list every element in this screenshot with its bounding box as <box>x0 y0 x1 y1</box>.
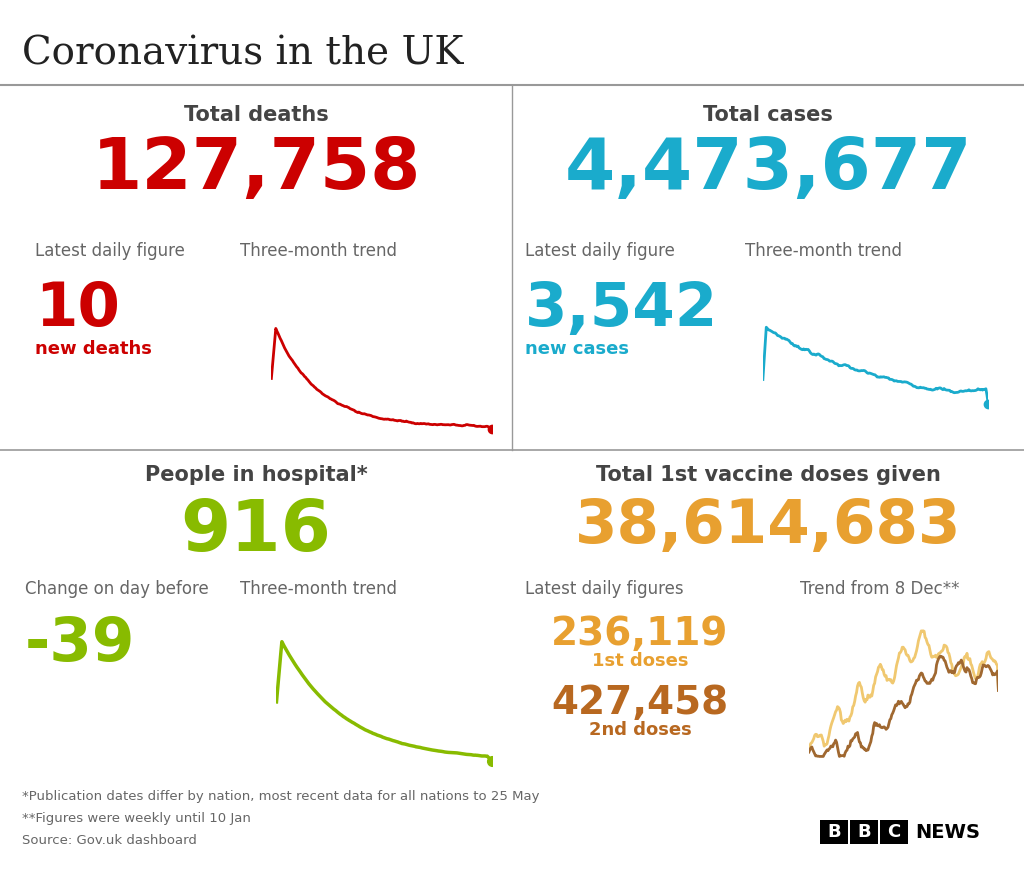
Text: 10: 10 <box>35 280 120 339</box>
FancyBboxPatch shape <box>880 820 908 844</box>
Text: Trend from 8 Dec**: Trend from 8 Dec** <box>800 580 959 598</box>
Text: 236,119: 236,119 <box>551 615 729 653</box>
Text: 127,758: 127,758 <box>91 135 421 204</box>
Text: Three-month trend: Three-month trend <box>745 242 902 260</box>
Text: **Figures were weekly until 10 Jan: **Figures were weekly until 10 Jan <box>22 812 251 825</box>
Text: C: C <box>888 823 901 841</box>
Text: Total 1st vaccine doses given: Total 1st vaccine doses given <box>596 465 940 485</box>
Text: 2nd doses: 2nd doses <box>589 721 691 739</box>
Text: 38,614,683: 38,614,683 <box>574 497 962 556</box>
Text: Total deaths: Total deaths <box>183 105 329 125</box>
Text: Latest daily figure: Latest daily figure <box>35 242 185 260</box>
Text: Coronavirus in the UK: Coronavirus in the UK <box>22 35 464 72</box>
Text: 4,473,677: 4,473,677 <box>564 135 972 204</box>
Text: Three-month trend: Three-month trend <box>240 580 397 598</box>
Text: new deaths: new deaths <box>35 340 152 358</box>
Text: *Publication dates differ by nation, most recent data for all nations to 25 May: *Publication dates differ by nation, mos… <box>22 790 540 803</box>
Text: new cases: new cases <box>525 340 629 358</box>
Text: Source: Gov.uk dashboard: Source: Gov.uk dashboard <box>22 834 197 847</box>
Text: B: B <box>857 823 870 841</box>
Text: Latest daily figures: Latest daily figures <box>525 580 684 598</box>
Text: Change on day before: Change on day before <box>25 580 209 598</box>
Text: B: B <box>827 823 841 841</box>
FancyBboxPatch shape <box>820 820 848 844</box>
Text: Latest daily figure: Latest daily figure <box>525 242 675 260</box>
Text: Total cases: Total cases <box>703 105 833 125</box>
Text: 916: 916 <box>180 497 332 566</box>
Text: Three-month trend: Three-month trend <box>240 242 397 260</box>
FancyBboxPatch shape <box>850 820 878 844</box>
Text: 427,458: 427,458 <box>552 684 728 722</box>
Text: 3,542: 3,542 <box>525 280 719 339</box>
Text: NEWS: NEWS <box>915 823 980 841</box>
Text: People in hospital*: People in hospital* <box>144 465 368 485</box>
Text: 1st doses: 1st doses <box>592 652 688 670</box>
Text: -39: -39 <box>25 615 135 674</box>
